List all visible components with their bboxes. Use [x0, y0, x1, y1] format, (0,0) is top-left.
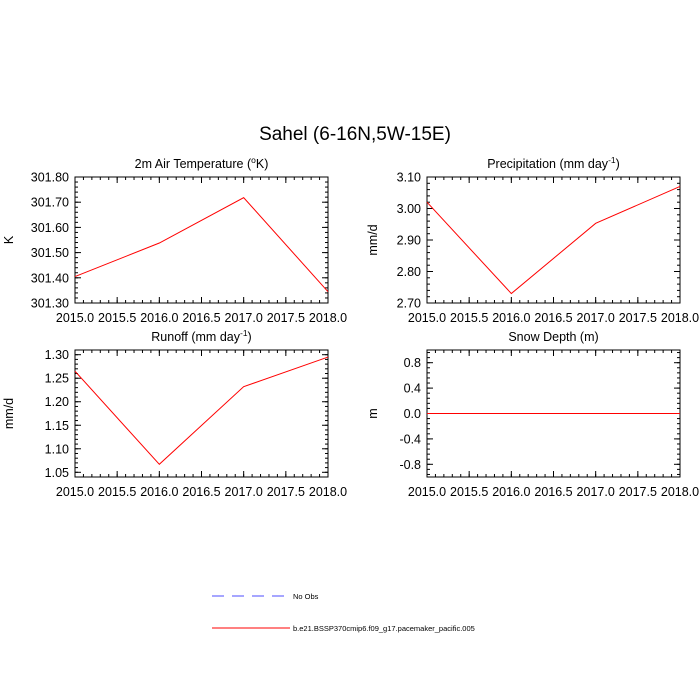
x-tick-label: 2015.0	[408, 311, 446, 325]
panel-3: Runoff (mm day-1) mm/d 2015.0 2015.5 2016.0 2…	[2, 328, 347, 499]
panel-title-sup: -1	[608, 155, 616, 165]
panels: 2m Air Temperature (oK) K 2015.0 2015.5 2016…	[2, 155, 699, 499]
x-tick-label: 2017.5	[619, 485, 657, 499]
plot-frame	[426, 176, 681, 304]
x-tick-label: 2018.0	[309, 311, 347, 325]
x-tick-label: 2017.5	[619, 311, 657, 325]
x-tick-label: 2015.5	[450, 311, 488, 325]
panel-2: Precipitation (mm day-1) mm/d 2015.0 2015.5…	[366, 155, 699, 325]
y-tick-label: 301.80	[31, 171, 69, 185]
y-tick-label: 301.50	[31, 246, 69, 260]
legend-label: b.e21.BSSP370cmip6.f09_g17.pacemaker_pac…	[293, 624, 475, 633]
x-tick-label: 2018.0	[661, 311, 699, 325]
y-tick-label: 1.15	[45, 419, 69, 433]
panel-title-sup: -1	[240, 328, 248, 338]
panel-title: 2m Air Temperature (oK)	[135, 155, 269, 171]
panel-title-end: )	[616, 157, 620, 171]
x-tick-label: 2015.0	[56, 485, 94, 499]
panel-4: Snow Depth (m) m 2015.0 2015.5 2016.0 2016.5 2…	[366, 330, 699, 499]
y-tick-label: 1.30	[45, 348, 69, 362]
panel-title-main: 2m Air Temperature (	[135, 157, 252, 171]
panel-title-main: Precipitation (mm day	[487, 157, 609, 171]
x-tick-label: 2018.0	[309, 485, 347, 499]
y-tick-label: 0.0	[404, 407, 421, 421]
y-tick-label: 3.00	[397, 202, 421, 216]
x-tick-label: 2016.5	[182, 485, 220, 499]
x-tick-label: 2015.0	[408, 485, 446, 499]
panel-title-end: K)	[256, 157, 269, 171]
y-tick-label: 1.10	[45, 442, 69, 456]
y-tick-label: 301.60	[31, 221, 69, 235]
x-tick-label: 2016.0	[492, 485, 530, 499]
y-tick-label: 2.90	[397, 234, 421, 248]
panel-1: 2m Air Temperature (oK) K 2015.0 2015.5 2016…	[2, 155, 347, 325]
y-axis-label: mm/d	[2, 398, 16, 429]
y-tick-label: 301.70	[31, 196, 69, 210]
panel-title-main: Snow Depth (m)	[508, 330, 598, 344]
y-tick-label: 1.25	[45, 372, 69, 386]
x-tick-label: 2017.0	[225, 311, 263, 325]
x-tick-label: 2017.5	[267, 485, 305, 499]
y-axis-label: m	[366, 408, 380, 418]
x-tick-label: 2016.0	[492, 311, 530, 325]
y-tick-label: 0.8	[404, 356, 421, 370]
x-tick-label: 2017.0	[577, 485, 615, 499]
y-tick-label: 301.40	[31, 271, 69, 285]
x-tick-label: 2016.0	[140, 485, 178, 499]
x-tick-label: 2015.0	[56, 311, 94, 325]
x-tick-label: 2016.0	[140, 311, 178, 325]
x-tick-label: 2015.5	[98, 485, 136, 499]
y-tick-label: 1.05	[45, 466, 69, 480]
x-tick-label: 2015.5	[98, 311, 136, 325]
y-tick-label: 0.4	[404, 382, 421, 396]
y-tick-label: 2.80	[397, 265, 421, 279]
series-line	[426, 185, 681, 295]
x-tick-label: 2017.5	[267, 311, 305, 325]
x-tick-label: 2016.5	[182, 311, 220, 325]
panel-title: Precipitation (mm day-1)	[487, 155, 620, 171]
y-tick-label: -0.4	[399, 432, 421, 446]
plot-frame	[74, 176, 329, 304]
x-tick-label: 2016.5	[534, 311, 572, 325]
figure-title: Sahel (6-16N,5W-15E)	[259, 124, 451, 145]
panel-title-main: Runoff (mm day	[151, 330, 240, 344]
y-axis-label: mm/d	[366, 224, 380, 255]
panel-title-sup: o	[251, 155, 256, 165]
series-line	[74, 356, 329, 466]
panel-title-end: )	[248, 330, 252, 344]
panel-title: Runoff (mm day-1)	[151, 328, 251, 344]
legend: No Obs b.e21.BSSP370cmip6.f09_g17.pacemak…	[212, 592, 475, 633]
y-tick-label: 301.30	[31, 297, 69, 311]
x-tick-label: 2017.0	[577, 311, 615, 325]
x-tick-label: 2018.0	[661, 485, 699, 499]
y-tick-label: -0.8	[399, 458, 421, 472]
y-tick-label: 2.70	[397, 297, 421, 311]
x-tick-label: 2017.0	[225, 485, 263, 499]
y-tick-label: 3.10	[397, 171, 421, 185]
series-line	[74, 197, 329, 292]
panel-title: Snow Depth (m)	[508, 330, 598, 344]
y-tick-label: 1.20	[45, 395, 69, 409]
legend-label: No Obs	[293, 592, 319, 601]
y-axis-label: K	[2, 235, 16, 244]
x-tick-label: 2016.5	[534, 485, 572, 499]
x-tick-label: 2015.5	[450, 485, 488, 499]
